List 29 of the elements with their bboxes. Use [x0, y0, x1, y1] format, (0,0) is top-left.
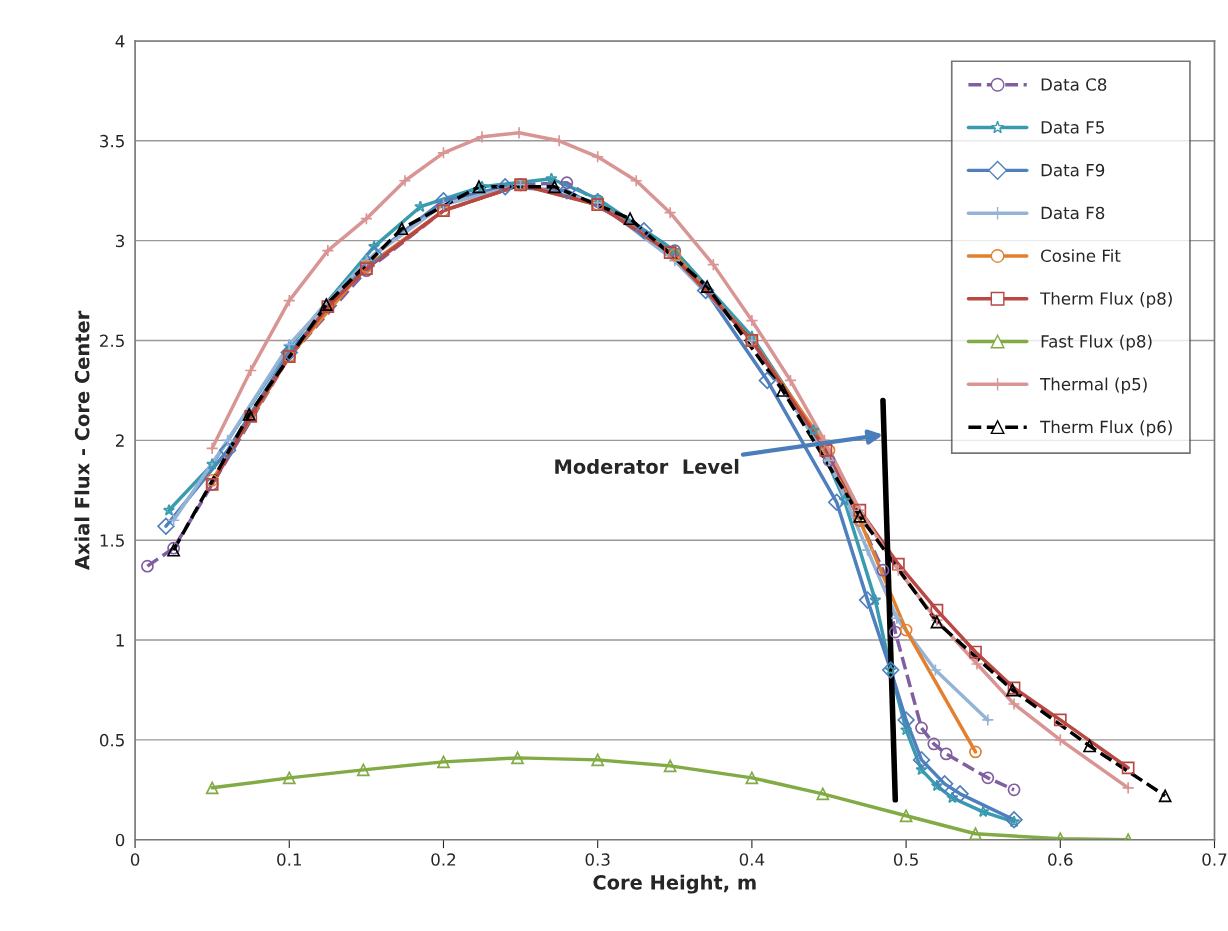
x-tick-label: 0.2: [431, 853, 456, 866]
y-tick-label: 3.5: [100, 134, 124, 148]
annotation: Moderator Level: [555, 458, 739, 474]
x-tick-label: 0.1: [277, 853, 301, 866]
x-tick-label: 0.4: [739, 853, 765, 866]
y-tick-label: 2: [115, 434, 124, 447]
y-tick-label: 2.5: [100, 334, 124, 348]
x-tick-label: 0.7: [1202, 853, 1227, 866]
legend-label: Cosine Fit: [1041, 249, 1121, 263]
y-tick-label: 1: [116, 634, 124, 647]
y-tick-label: 1.5: [100, 534, 124, 547]
y-tick-label: 0.5: [99, 733, 124, 747]
legend-label: Thermal (p5): [1040, 377, 1147, 394]
x-tick-label: 0.6: [1048, 853, 1073, 866]
legend-label: Therm Flux (p6): [1040, 420, 1172, 437]
legend-label: Data F9: [1041, 163, 1105, 177]
x-tick-label: 0.3: [585, 853, 610, 866]
legend-label: Data F8: [1041, 206, 1105, 220]
y-axis-title: Axial Flux - Core Center: [74, 310, 90, 570]
legend-label: Data C8: [1041, 78, 1107, 91]
y-tick-label: 4: [115, 35, 125, 48]
y-tick-label: 0: [115, 833, 125, 847]
x-axis-title: Core Height, m: [593, 874, 756, 894]
x-tick-label: 0.5: [893, 853, 918, 866]
x-tick-label: 0: [130, 853, 140, 866]
legend-label: Fast Flux (p8): [1041, 334, 1152, 351]
legend-label: Data F5: [1041, 121, 1104, 134]
y-tick-label: 3: [116, 234, 125, 248]
legend-label: Therm Flux (p8): [1040, 291, 1172, 309]
